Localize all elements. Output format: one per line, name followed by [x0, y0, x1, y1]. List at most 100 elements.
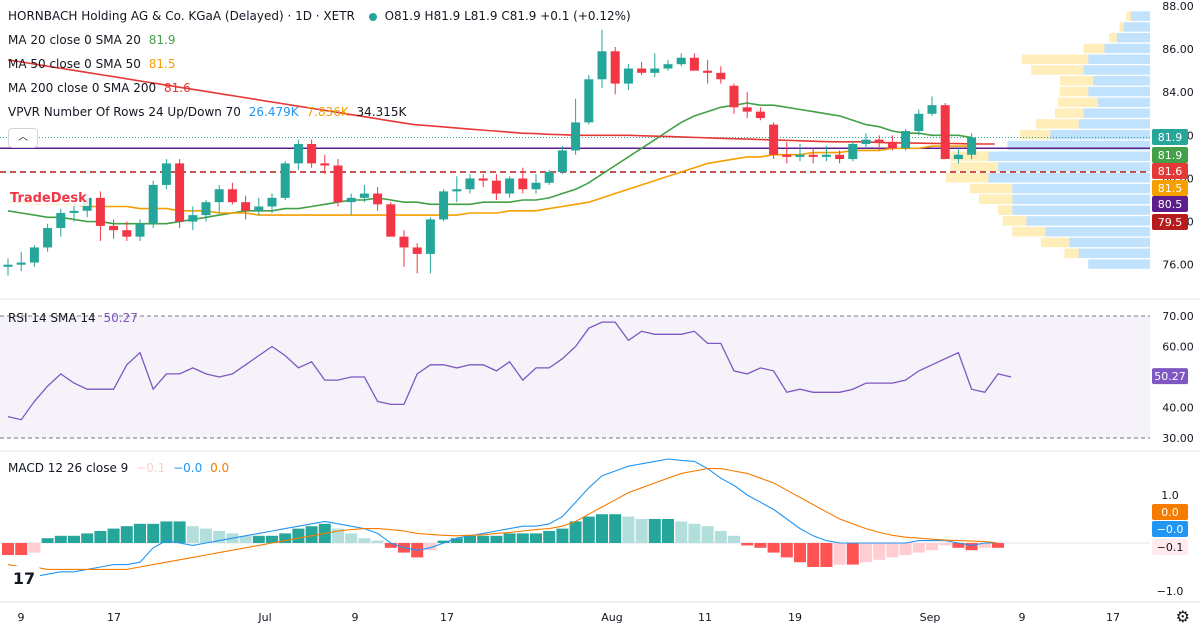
macd-histogram-bar — [992, 543, 1004, 548]
candle — [491, 174, 501, 201]
candle — [241, 195, 251, 220]
candle — [505, 176, 515, 198]
candle-body — [148, 184, 158, 224]
gear-icon[interactable]: ⚙ — [1175, 607, 1190, 626]
candle-body — [650, 68, 660, 73]
time-tick-label: Aug — [601, 611, 622, 624]
macd-histogram-bar — [15, 543, 28, 555]
macd-line — [7, 458, 998, 580]
price-axis-label-text: 80.5 — [1158, 198, 1183, 211]
candle-body — [346, 197, 356, 203]
candle-body — [412, 247, 422, 254]
candle — [425, 217, 435, 274]
candle — [161, 159, 171, 190]
candle — [56, 208, 66, 237]
macd-legend[interactable]: MACD 12 26 close 9 −0.1 −0.0 0.0 — [8, 460, 233, 476]
candle-body — [610, 51, 620, 84]
vpvr-down-bar — [1119, 22, 1124, 32]
ohlc-values: O81.9 H81.9 L81.9 C81.9 +0.1 (+0.12%) — [384, 9, 631, 23]
candle — [346, 193, 356, 216]
macd-histogram-bar — [120, 526, 133, 543]
candle — [280, 161, 290, 201]
candle — [650, 53, 660, 78]
candle — [808, 148, 818, 164]
candle — [953, 148, 963, 164]
macd-histogram-bar — [437, 540, 450, 543]
candle — [861, 133, 871, 149]
vpvr-up-bar — [998, 162, 1150, 172]
candle-body — [769, 124, 779, 155]
candle — [267, 193, 277, 213]
macd-axis-label-bg — [1152, 521, 1188, 537]
ma20-legend[interactable]: MA 20 close 0 SMA 20 81.9 — [8, 32, 179, 48]
candle-body — [584, 79, 594, 123]
rsi-value: 50.27 — [103, 311, 138, 325]
candle — [16, 251, 26, 272]
macd-histogram-bar — [2, 543, 14, 555]
tradingview-logo-icon[interactable]: 17 — [8, 566, 40, 592]
candle-body — [359, 193, 369, 198]
time-tick-label: 9 — [1019, 611, 1026, 624]
vpvr-down-bar — [1031, 65, 1084, 75]
price-tick-label: 88.00 — [1162, 0, 1194, 13]
macd-axis-label-text: −0.0 — [1157, 523, 1184, 536]
candle — [43, 223, 53, 252]
candle — [755, 107, 765, 121]
candle-body — [425, 219, 435, 254]
macd-axis-label-text: −0.1 — [1157, 541, 1184, 554]
macd-histogram-bar — [279, 533, 292, 543]
candle — [135, 219, 145, 241]
vpvr-down-bar — [950, 162, 998, 172]
candle-body — [953, 154, 963, 160]
candle-body — [452, 189, 462, 192]
vpvr-down-bar — [998, 205, 1013, 215]
candle — [637, 62, 647, 75]
candle-body — [676, 57, 686, 65]
time-tick-label: Jul — [257, 611, 271, 624]
candle-body — [505, 178, 515, 194]
macd-histogram-bar — [886, 543, 899, 558]
candle — [412, 243, 422, 274]
vpvr-down-bar — [1040, 237, 1070, 248]
candle-body — [478, 178, 488, 181]
candle — [452, 176, 462, 203]
vpvr-down-bar — [1126, 11, 1131, 21]
rsi-legend[interactable]: RSI 14 SMA 14 50.27 — [8, 310, 142, 326]
vpvr-up-bar — [1088, 54, 1150, 64]
time-tick-label: Sep — [920, 611, 941, 624]
candle-body — [69, 210, 79, 213]
price-axis-label: 80.5 — [1152, 196, 1188, 212]
candle — [940, 103, 950, 160]
macd-histogram-bar — [94, 531, 107, 543]
candle — [293, 139, 303, 170]
macd-histogram-bar — [503, 533, 516, 543]
candle-body — [835, 154, 845, 160]
symbol-title: HORNBACH Holding AG & Co. KGaA (Delayed)… — [8, 9, 355, 23]
ma50-legend[interactable]: MA 50 close 0 SMA 50 81.5 — [8, 56, 179, 72]
ma200-legend[interactable]: MA 200 close 0 SMA 200 81.6 — [8, 80, 195, 96]
macd-histogram-bar — [239, 535, 252, 543]
candle-body — [188, 215, 198, 222]
macd-signal-line — [7, 468, 999, 570]
candle-body — [43, 228, 53, 248]
macd-histogram-bar — [252, 535, 265, 543]
candle-body — [729, 85, 739, 108]
rsi-band — [0, 316, 1150, 438]
ma50-value: 81.5 — [148, 57, 176, 71]
vpvr-down-bar — [1021, 54, 1089, 64]
candle — [439, 189, 449, 222]
collapse-legend-button[interactable]: ︿ — [8, 128, 38, 148]
macd-tick-label: −1.0 — [1157, 585, 1184, 598]
candle — [29, 245, 39, 267]
price-tick-label: 84.00 — [1162, 86, 1194, 99]
candle — [95, 191, 105, 241]
candle — [821, 146, 831, 162]
vpvr-legend[interactable]: VPVR Number Of Rows 24 Up/Down 70 26.479… — [8, 104, 410, 120]
candle-body — [135, 223, 145, 237]
candle — [584, 74, 594, 125]
vpvr-down-bar — [1083, 43, 1105, 54]
macd-histogram-bar — [754, 543, 767, 548]
ma200-label: MA 200 close 0 SMA 200 — [8, 81, 157, 95]
candle-body — [227, 189, 237, 203]
